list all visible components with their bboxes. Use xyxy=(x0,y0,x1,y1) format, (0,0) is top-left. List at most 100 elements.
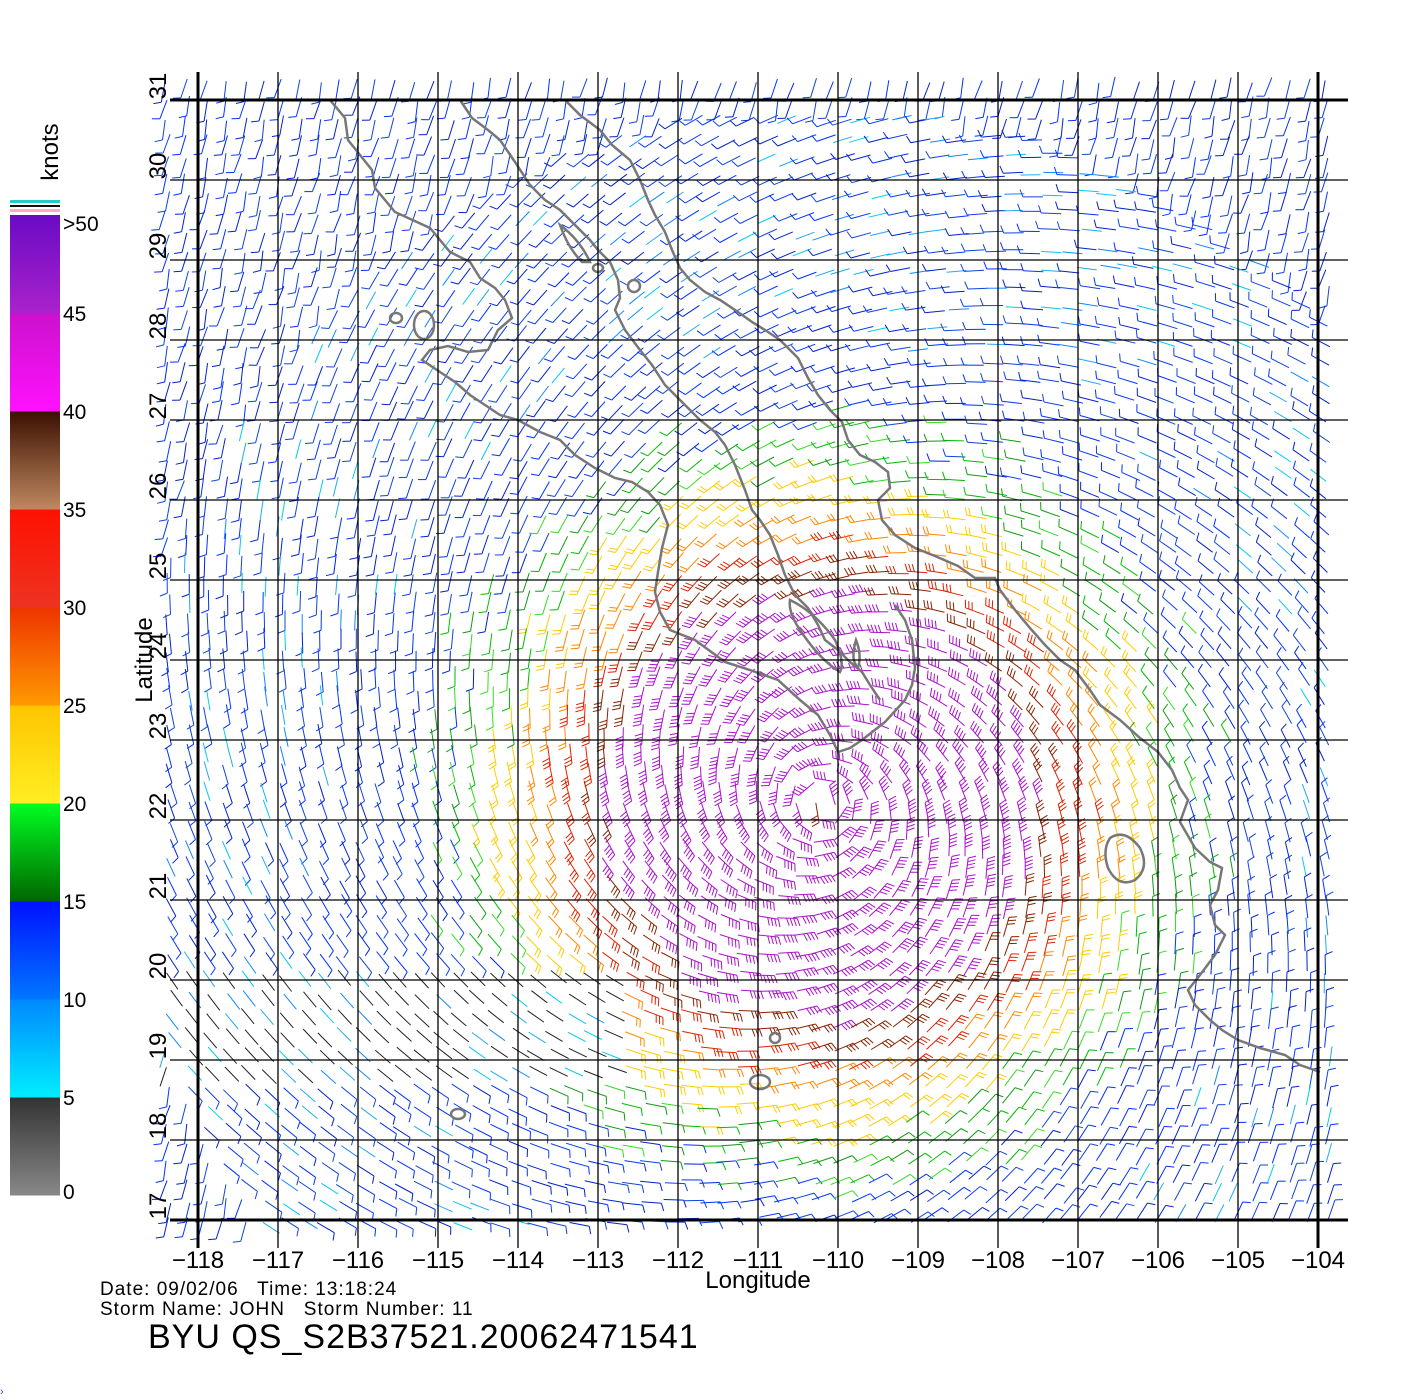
wind-barb xyxy=(566,498,586,517)
wind-barb xyxy=(806,663,832,674)
wind-barb xyxy=(583,381,606,397)
wind-barb xyxy=(752,228,778,238)
wind-barb xyxy=(327,247,342,268)
wind-barb xyxy=(700,705,717,725)
wind-barb xyxy=(790,343,816,352)
wind-barb xyxy=(1004,936,1020,956)
wind-barb xyxy=(1120,593,1138,614)
wind-barb xyxy=(452,384,471,403)
wind-barb xyxy=(270,460,283,483)
wind-barb xyxy=(791,649,817,661)
wind-barb xyxy=(1008,633,1026,653)
wind-barb xyxy=(714,611,737,627)
wind-barb xyxy=(1087,703,1101,727)
wind-barb xyxy=(545,895,559,919)
wind-barb xyxy=(330,593,340,617)
wind-barb xyxy=(1137,463,1156,481)
wind-barb xyxy=(451,1181,471,1199)
wind-barb xyxy=(1192,1050,1207,1071)
wind-barb xyxy=(545,1030,563,1042)
wind-barb xyxy=(269,401,284,423)
wind-barb xyxy=(772,533,797,543)
wind-barb xyxy=(835,1062,860,1072)
wind-barb xyxy=(384,613,395,637)
wind-barb xyxy=(1254,476,1272,497)
wind-barb xyxy=(1261,685,1274,710)
wind-barb xyxy=(1021,519,1041,535)
wind-barb xyxy=(716,308,742,319)
wind-barb xyxy=(550,514,569,534)
wind-barb xyxy=(1023,932,1039,953)
wind-barb xyxy=(1287,948,1296,973)
wind-barb xyxy=(476,134,492,155)
wind-barb xyxy=(1252,1182,1269,1202)
wind-barb xyxy=(1228,1084,1243,1105)
wind-barb xyxy=(1229,947,1239,971)
wind-barb xyxy=(1135,1180,1155,1199)
wind-barb xyxy=(824,458,850,466)
wind-barb xyxy=(457,459,475,479)
wind-barb xyxy=(1327,1199,1344,1219)
wind-barb xyxy=(274,594,284,618)
wind-barb xyxy=(751,421,776,432)
wind-barb xyxy=(1117,948,1129,971)
wind-barb xyxy=(602,951,620,972)
wind-barb xyxy=(503,761,512,787)
wind-barb xyxy=(249,329,267,349)
wind-barb xyxy=(1213,348,1233,365)
wind-barb xyxy=(1192,1064,1207,1085)
wind-barb xyxy=(737,232,757,242)
wind-barb xyxy=(482,155,494,179)
wind-barb xyxy=(272,345,286,367)
wind-barb xyxy=(1096,297,1119,310)
wind-barb xyxy=(380,117,395,139)
wind-barb xyxy=(716,383,741,395)
wind-barb xyxy=(397,1141,416,1161)
wind-barb xyxy=(1298,139,1309,163)
wind-barb xyxy=(964,434,988,445)
wind-barb xyxy=(1093,277,1116,289)
storm-number-label: Storm Number: xyxy=(303,1299,446,1320)
wind-barb xyxy=(808,587,834,598)
wind-barb xyxy=(285,419,300,441)
wind-barb xyxy=(1141,139,1155,161)
wind-barb xyxy=(184,552,186,573)
wind-barb xyxy=(318,1105,335,1127)
wind-barb xyxy=(1233,1201,1251,1221)
wind-barb xyxy=(470,345,491,364)
wind-barb xyxy=(585,1142,607,1157)
wind-barb xyxy=(584,555,603,574)
wind-barb xyxy=(1065,686,1080,710)
wind-barb xyxy=(1088,776,1097,802)
wind-barb xyxy=(416,878,428,903)
wind-barb xyxy=(791,536,817,545)
wind-barb xyxy=(1271,290,1291,307)
wind-barb xyxy=(697,480,721,494)
wind-barb xyxy=(1291,291,1307,311)
wind-barb xyxy=(1081,228,1102,232)
wind-barb xyxy=(280,763,288,788)
wind-barb xyxy=(791,782,815,796)
wind-barb xyxy=(1078,302,1099,307)
legend-label: 25 xyxy=(63,695,86,718)
wind-barb xyxy=(490,214,512,231)
wind-barb xyxy=(1218,667,1232,691)
wind-barb xyxy=(694,439,719,453)
wind-barb xyxy=(828,530,854,540)
wind-barb xyxy=(357,1184,376,1203)
wind-barb xyxy=(1311,376,1330,388)
wind-barb xyxy=(986,914,1002,935)
wind-barb xyxy=(810,172,836,180)
wind-barb xyxy=(626,1048,646,1064)
wind-barb xyxy=(485,706,494,731)
wind-barb xyxy=(925,1072,948,1087)
wind-barb xyxy=(246,1124,262,1146)
wind-barb xyxy=(695,191,721,203)
wind-barb xyxy=(265,952,278,976)
wind-barb xyxy=(212,381,224,403)
wind-barb xyxy=(1239,231,1251,255)
wind-barb xyxy=(564,972,582,986)
wind-barb xyxy=(396,310,416,328)
wind-barb xyxy=(621,251,645,265)
wind-barb xyxy=(1173,1145,1191,1164)
